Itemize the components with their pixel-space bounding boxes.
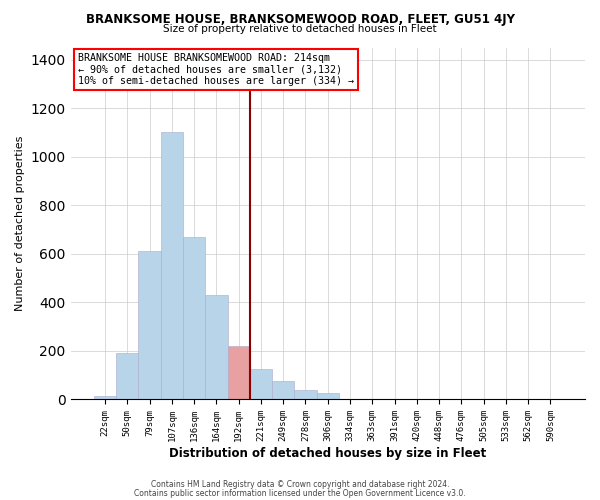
Bar [139, 252, 161, 400]
Text: Size of property relative to detached houses in Fleet: Size of property relative to detached ho… [163, 24, 437, 34]
X-axis label: Distribution of detached houses by size in Fleet: Distribution of detached houses by size … [169, 447, 487, 460]
Bar [116, 354, 139, 400]
Bar [205, 295, 227, 400]
Bar [295, 390, 317, 400]
Bar [161, 132, 183, 400]
Text: BRANKSOME HOUSE, BRANKSOMEWOOD ROAD, FLEET, GU51 4JY: BRANKSOME HOUSE, BRANKSOMEWOOD ROAD, FLE… [86, 12, 515, 26]
Bar [94, 396, 116, 400]
Bar [227, 346, 250, 400]
Bar [272, 382, 295, 400]
Text: Contains public sector information licensed under the Open Government Licence v3: Contains public sector information licen… [134, 488, 466, 498]
Text: BRANKSOME HOUSE BRANKSOMEWOOD ROAD: 214sqm
← 90% of detached houses are smaller : BRANKSOME HOUSE BRANKSOMEWOOD ROAD: 214s… [78, 53, 354, 86]
Text: Contains HM Land Registry data © Crown copyright and database right 2024.: Contains HM Land Registry data © Crown c… [151, 480, 449, 489]
Y-axis label: Number of detached properties: Number of detached properties [15, 136, 25, 311]
Bar [183, 237, 205, 400]
Bar [250, 369, 272, 400]
Bar [317, 394, 339, 400]
